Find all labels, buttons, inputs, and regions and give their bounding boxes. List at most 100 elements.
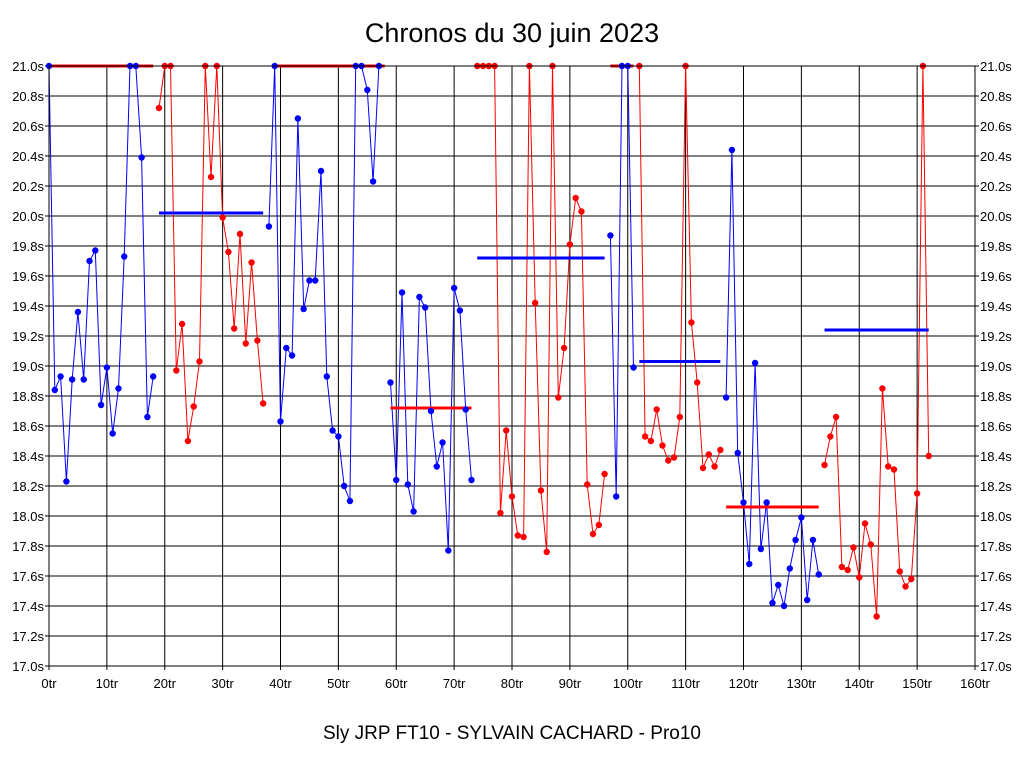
data-point bbox=[207, 173, 215, 181]
y-tick-label: 17.4s bbox=[980, 599, 1012, 614]
data-point bbox=[74, 308, 82, 316]
data-point bbox=[456, 307, 464, 314]
data-point bbox=[300, 305, 307, 313]
y-tick-label: 17.0s bbox=[980, 659, 1012, 674]
data-point bbox=[890, 466, 898, 473]
y-tick-label: 17.2s bbox=[12, 629, 44, 644]
average-lines bbox=[49, 64, 929, 509]
data-point bbox=[283, 344, 290, 352]
data-point bbox=[109, 430, 116, 437]
y-tick-label: 18.6s bbox=[980, 419, 1012, 434]
y-tick-label: 19.4s bbox=[980, 299, 1012, 314]
data-point bbox=[335, 433, 342, 440]
y-tick-label: 18.4s bbox=[980, 449, 1012, 464]
data-point bbox=[803, 596, 811, 604]
data-point bbox=[601, 470, 608, 478]
data-point bbox=[740, 499, 747, 506]
data-point bbox=[757, 545, 765, 553]
data-point bbox=[821, 461, 828, 469]
series-line-relais-3 bbox=[268, 65, 380, 502]
data-point bbox=[589, 530, 597, 538]
y-tick-label: 21.0s bbox=[12, 59, 44, 74]
data-point bbox=[416, 293, 423, 301]
y-tick-label: 17.2s bbox=[980, 629, 1012, 644]
data-point bbox=[346, 497, 354, 505]
series-line-relais-4 bbox=[390, 287, 472, 551]
y-tick-label: 19.6s bbox=[12, 269, 44, 284]
series-line-relais-1 bbox=[48, 65, 154, 482]
chart-subtitle: Sly JRP FT10 - SYLVAIN CACHARD - Pro10 bbox=[323, 723, 701, 744]
data-point bbox=[306, 277, 313, 284]
data-point bbox=[184, 437, 192, 445]
data-point bbox=[884, 463, 892, 470]
data-point bbox=[566, 241, 574, 248]
data-point bbox=[369, 178, 377, 185]
y-tick-label: 17.4s bbox=[12, 599, 44, 614]
data-point bbox=[259, 400, 267, 407]
x-tick-label: 140tr bbox=[844, 676, 874, 691]
data-point bbox=[543, 548, 550, 556]
data-point bbox=[329, 427, 336, 434]
data-point bbox=[607, 232, 614, 239]
data-point bbox=[861, 520, 869, 527]
data-point bbox=[531, 299, 539, 307]
data-point bbox=[149, 373, 157, 380]
data-point bbox=[231, 325, 238, 332]
y-tick-label: 17.6s bbox=[12, 569, 44, 584]
grid-lines bbox=[45, 65, 979, 670]
data-point bbox=[827, 433, 834, 440]
data-point bbox=[728, 146, 736, 154]
data-point bbox=[265, 223, 273, 230]
x-tick-label: 130tr bbox=[787, 676, 817, 691]
x-tick-label: 90tr bbox=[559, 676, 582, 691]
data-point bbox=[896, 568, 903, 575]
data-point bbox=[832, 413, 840, 421]
data-point bbox=[421, 304, 429, 311]
data-point bbox=[665, 457, 672, 464]
data-point bbox=[838, 563, 846, 571]
data-point bbox=[340, 482, 348, 490]
chart-title: Chronos du 30 juin 2023 bbox=[364, 18, 660, 48]
y-tick-label: 20.8s bbox=[980, 89, 1012, 104]
data-point bbox=[809, 536, 817, 544]
y-tick-label: 21.0s bbox=[980, 59, 1012, 74]
data-point bbox=[410, 508, 417, 515]
data-point bbox=[427, 407, 435, 415]
y-tick-label: 17.8s bbox=[980, 539, 1012, 554]
data-point bbox=[68, 376, 76, 383]
series-line-relais-2 bbox=[158, 65, 264, 442]
data-point bbox=[433, 463, 440, 470]
y-tick-label: 20.4s bbox=[980, 149, 1012, 164]
data-point bbox=[288, 352, 296, 359]
y-tick-label: 18.6s bbox=[12, 419, 44, 434]
data-point bbox=[115, 385, 122, 392]
data-point bbox=[734, 449, 741, 457]
data-point bbox=[404, 481, 412, 488]
x-tick-label: 50tr bbox=[327, 676, 350, 691]
y-tick-label: 19.6s bbox=[980, 269, 1012, 284]
data-point bbox=[647, 437, 655, 445]
x-tick-label: 20tr bbox=[154, 676, 177, 691]
y-tick-label: 17.6s bbox=[980, 569, 1012, 584]
x-tick-label: 110tr bbox=[671, 676, 700, 691]
y-tick-label: 20.6s bbox=[12, 119, 44, 134]
data-point bbox=[612, 493, 620, 500]
data-point bbox=[312, 277, 319, 284]
data-point bbox=[775, 581, 782, 589]
data-point bbox=[468, 476, 475, 484]
y-tick-label: 18.2s bbox=[980, 479, 1012, 494]
data-point bbox=[86, 257, 93, 265]
x-tick-label: 0tr bbox=[41, 676, 57, 691]
y-tick-label: 19.8s bbox=[980, 239, 1012, 254]
x-axis-labels: 0tr 10tr 20tr 30tr 40tr 50tr 60tr 70tr 80tr 90tr 1… bbox=[41, 676, 990, 691]
y-tick-label: 20.0s bbox=[980, 209, 1012, 224]
data-point bbox=[879, 385, 886, 392]
data-point bbox=[503, 427, 510, 434]
data-point bbox=[769, 599, 776, 607]
data-point bbox=[856, 574, 863, 581]
data-point bbox=[450, 284, 458, 292]
data-point bbox=[236, 230, 244, 238]
data-point bbox=[294, 115, 302, 122]
data-point bbox=[902, 583, 909, 590]
data-point bbox=[694, 379, 701, 386]
